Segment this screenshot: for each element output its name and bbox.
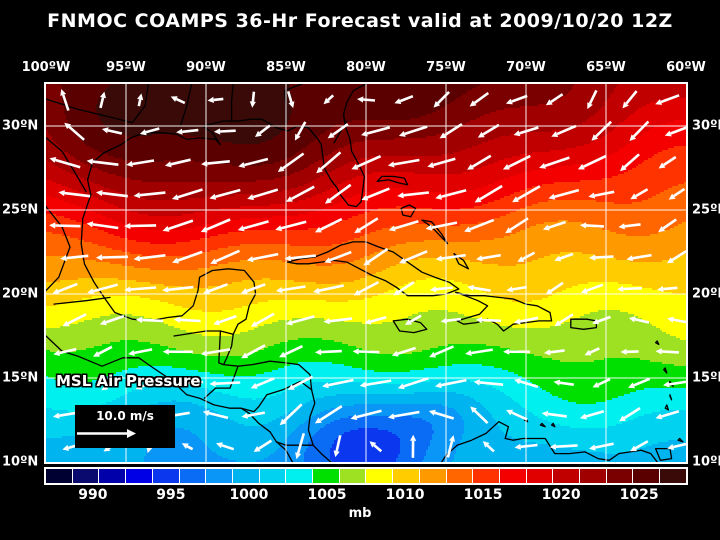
colorbar-segment <box>152 469 180 483</box>
map-frame: MSL Air Pressure 10.0 m/s <box>44 82 688 464</box>
colorbar-segment <box>313 469 340 483</box>
longitude-tick-label: 60ºW <box>666 60 706 75</box>
colorbar-tick-label: 990 <box>78 487 108 503</box>
pressure-field <box>46 84 686 462</box>
colorbar-segment <box>366 469 394 483</box>
coastlines <box>46 84 684 462</box>
colorbar-segment <box>179 469 207 483</box>
colorbar-tick-label: 995 <box>156 487 186 503</box>
latitude-tick-label: 30ºN <box>2 118 39 134</box>
wind-legend-value: 10.0 m/s <box>96 409 154 423</box>
colorbar-segment <box>499 469 527 483</box>
colorbar-tick-label: 1010 <box>385 487 425 503</box>
colorbar-segment <box>660 469 686 483</box>
latitude-tick-label: 25ºN <box>692 202 720 218</box>
latitude-tick-label: 10ºN <box>692 454 720 470</box>
longitude-tick-label: 100ºW <box>21 60 71 75</box>
colorbar-segment <box>232 469 260 483</box>
latitude-tick-label: 10ºN <box>2 454 39 470</box>
latitude-tick-label: 15ºN <box>692 370 720 386</box>
latitude-tick-label: 20ºN <box>692 286 720 302</box>
longitude-axis: 100ºW 95ºW 90ºW 85ºW 80ºW 75ºW 70ºW 65ºW 60ºW <box>22 60 706 80</box>
colorbar-tick-label: 1005 <box>307 487 347 503</box>
arrow-right-icon <box>77 429 136 438</box>
map-canvas <box>46 84 686 462</box>
map-gridlines <box>46 84 686 462</box>
latitude-tick-label: 25ºN <box>2 202 39 218</box>
page-title: FNMOC COAMPS 36-Hr Forecast valid at 200… <box>47 10 673 32</box>
colorbar-segment <box>393 469 420 483</box>
colorbar-segment <box>473 469 500 483</box>
longitude-tick-label: 70ºW <box>506 60 546 75</box>
colorbar-segment <box>526 469 554 483</box>
longitude-tick-label: 75ºW <box>426 60 466 75</box>
latitude-tick-label: 15ºN <box>2 370 39 386</box>
colorbar-segment <box>126 469 153 483</box>
wind-vectors <box>49 89 686 460</box>
field-label: MSL Air Pressure <box>56 372 201 390</box>
colorbar-tick-label: 1020 <box>541 487 581 503</box>
colorbar-segment <box>553 469 581 483</box>
longitude-tick-label: 95ºW <box>106 60 146 75</box>
colorbar-ticks: 990 995 1000 1005 1010 1015 1020 1025 <box>44 487 688 507</box>
colorbar-segment <box>99 469 127 483</box>
colorbar-segment <box>339 469 367 483</box>
colorbar-segment <box>286 469 314 483</box>
colorbar-segment <box>206 469 233 483</box>
colorbar-tick-label: 1015 <box>463 487 503 503</box>
colorbar-segment <box>606 469 634 483</box>
colorbar-segment <box>580 469 607 483</box>
colorbar-segment <box>259 469 287 483</box>
longitude-tick-label: 85ºW <box>266 60 306 75</box>
colorbar <box>44 467 688 485</box>
colorbar-segment <box>633 469 661 483</box>
colorbar-segment <box>46 469 73 483</box>
longitude-tick-label: 90ºW <box>186 60 226 75</box>
latitude-tick-label: 20ºN <box>2 286 39 302</box>
colorbar-tick-label: 1025 <box>619 487 659 503</box>
wind-vector-legend: 10.0 m/s <box>75 405 175 448</box>
longitude-tick-label: 80ºW <box>346 60 386 75</box>
colorbar-units-label: mb <box>348 506 372 521</box>
colorbar-segment <box>419 469 447 483</box>
latitude-tick-label: 30ºN <box>692 118 720 134</box>
longitude-tick-label: 65ºW <box>586 60 626 75</box>
colorbar-segment <box>446 469 474 483</box>
colorbar-tick-label: 1000 <box>229 487 269 503</box>
colorbar-segment <box>72 469 100 483</box>
